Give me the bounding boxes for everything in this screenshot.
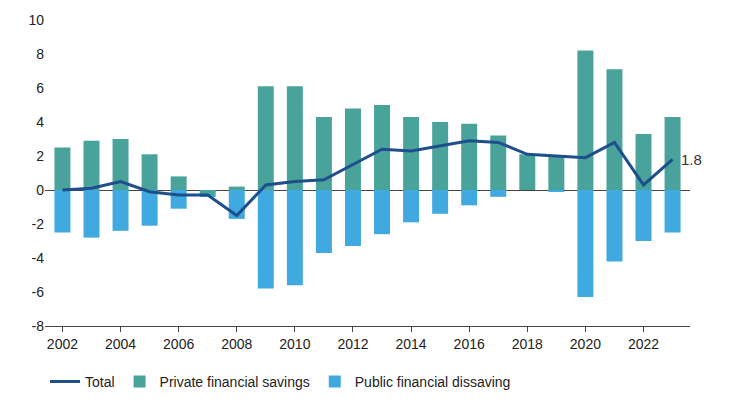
- svg-text:Public financial dissaving: Public financial dissaving: [355, 374, 511, 390]
- svg-text:Total: Total: [85, 374, 115, 390]
- svg-text:2014: 2014: [396, 336, 427, 352]
- svg-text:0: 0: [36, 182, 44, 198]
- svg-text:2006: 2006: [163, 336, 194, 352]
- svg-text:-6: -6: [32, 284, 45, 300]
- svg-text:10: 10: [28, 12, 44, 28]
- svg-text:2012: 2012: [337, 336, 368, 352]
- svg-text:-2: -2: [32, 216, 45, 232]
- svg-text:2002: 2002: [47, 336, 78, 352]
- svg-text:2008: 2008: [221, 336, 252, 352]
- svg-text:2016: 2016: [454, 336, 485, 352]
- svg-text:-4: -4: [32, 250, 45, 266]
- svg-text:4: 4: [36, 114, 44, 130]
- svg-text:2022: 2022: [628, 336, 659, 352]
- svg-text:1.8: 1.8: [681, 151, 702, 168]
- svg-text:-8: -8: [32, 318, 45, 334]
- svg-text:2010: 2010: [279, 336, 310, 352]
- svg-text:2018: 2018: [512, 336, 543, 352]
- svg-text:Private financial savings: Private financial savings: [160, 374, 310, 390]
- svg-text:6: 6: [36, 80, 44, 96]
- svg-text:2004: 2004: [105, 336, 136, 352]
- svg-text:2: 2: [36, 148, 44, 164]
- svg-text:2020: 2020: [570, 336, 601, 352]
- svg-text:8: 8: [36, 46, 44, 62]
